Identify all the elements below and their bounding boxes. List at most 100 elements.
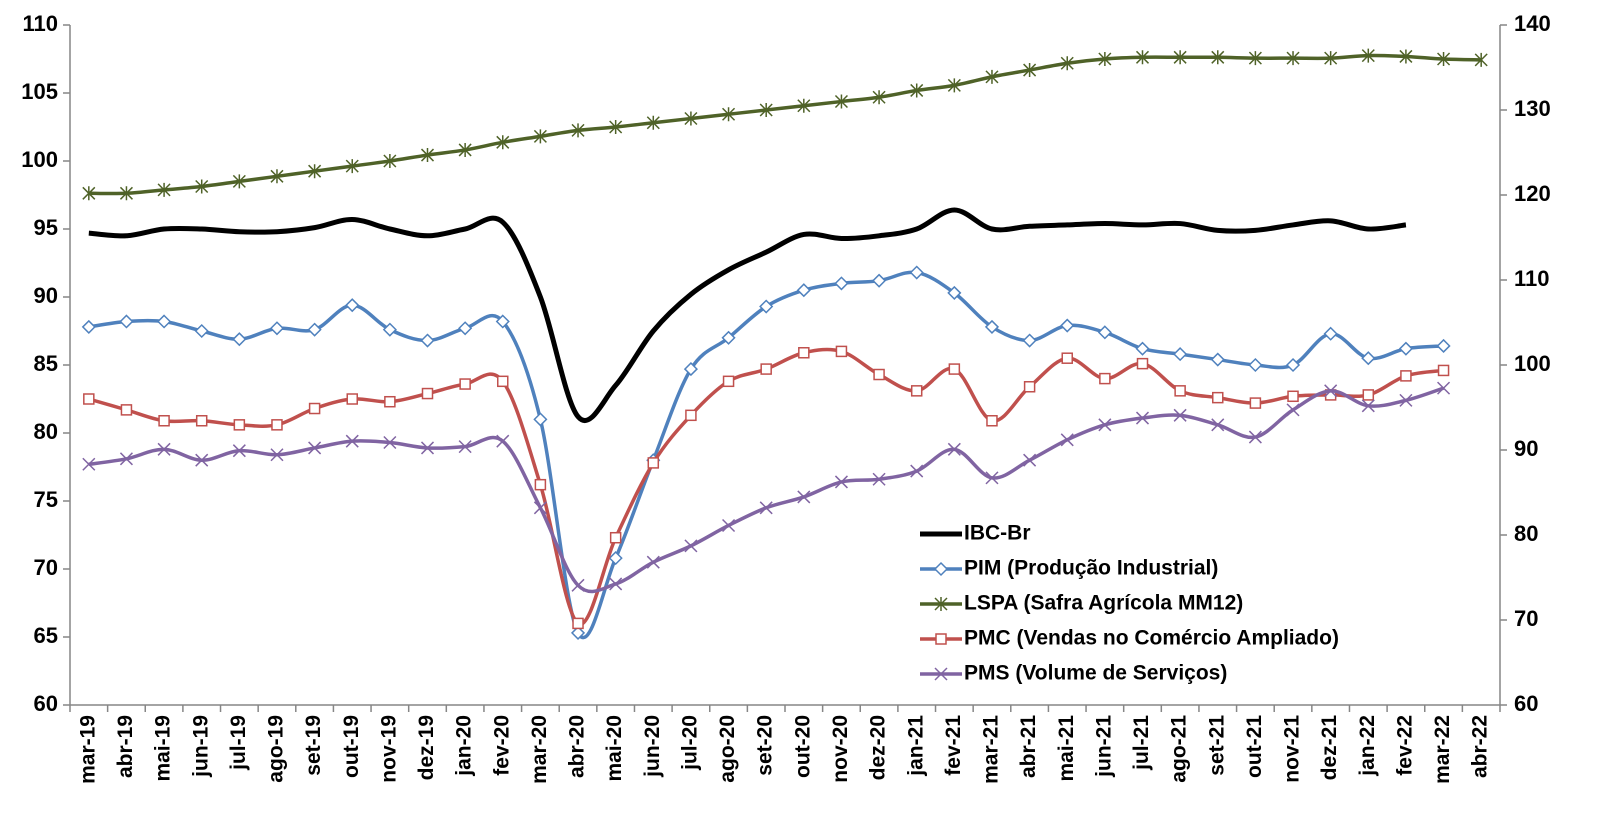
x-tick-label: dez-21 <box>1318 715 1341 781</box>
marker-shape <box>609 577 623 591</box>
marker <box>346 393 358 405</box>
y2-tick-label: 80 <box>1514 521 1538 546</box>
marker <box>308 441 322 455</box>
marker-shape <box>934 667 948 681</box>
marker <box>798 347 810 359</box>
marker-shape <box>571 123 585 138</box>
x-tick-label: set-20 <box>754 715 777 776</box>
x-tick-label: mai-19 <box>152 715 175 782</box>
marker <box>1023 453 1037 467</box>
marker-shape <box>646 115 660 130</box>
y2-tick-label: 60 <box>1514 691 1538 716</box>
marker <box>232 444 246 458</box>
marker <box>270 448 284 462</box>
marker-shape <box>458 321 473 336</box>
marker <box>910 385 923 397</box>
x-tick-label: mai-20 <box>603 715 626 782</box>
marker-shape <box>985 69 999 84</box>
marker-shape <box>1437 52 1451 66</box>
marker-shape <box>1098 418 1112 432</box>
marker <box>1285 357 1301 373</box>
x-tick-label: nov-19 <box>377 715 400 783</box>
y-tick-label: 65 <box>34 623 58 648</box>
marker-shape <box>759 501 773 515</box>
legend-label: IBC-Br <box>964 522 1031 545</box>
marker <box>722 107 736 122</box>
marker-shape <box>345 434 359 448</box>
marker <box>420 148 435 163</box>
marker <box>1474 52 1488 67</box>
marker <box>910 83 924 98</box>
marker-shape <box>1436 338 1451 354</box>
marker <box>534 478 547 491</box>
marker-shape <box>119 452 133 466</box>
marker-shape <box>533 501 547 515</box>
marker <box>571 123 585 138</box>
marker <box>1436 338 1451 354</box>
marker-shape <box>1099 372 1111 385</box>
marker <box>683 362 698 377</box>
legend-label: LSPA (Safra Agrícola MM12) <box>964 592 1243 615</box>
series-line <box>88 270 1444 640</box>
x-tick-label: nov-20 <box>829 715 852 783</box>
marker-shape <box>646 555 660 569</box>
marker-shape <box>1022 333 1037 348</box>
y2-tick-label: 100 <box>1514 351 1551 376</box>
marker-shape <box>722 518 736 533</box>
marker-shape <box>1287 390 1299 403</box>
marker <box>1097 325 1112 340</box>
marker-shape <box>308 402 321 415</box>
marker <box>1287 390 1299 403</box>
marker-shape <box>383 435 397 450</box>
y2-tick-label: 130 <box>1514 96 1551 121</box>
marker-shape <box>608 551 623 566</box>
marker-shape <box>157 182 171 197</box>
marker <box>721 330 736 345</box>
marker-shape <box>81 319 96 334</box>
marker-shape <box>1211 418 1225 432</box>
marker-shape <box>934 597 948 611</box>
marker <box>608 551 623 566</box>
marker <box>1400 370 1412 382</box>
x-tick-label: dez-20 <box>867 715 890 780</box>
marker-shape <box>1362 389 1375 401</box>
marker-shape <box>458 440 472 454</box>
marker-shape <box>496 434 510 448</box>
marker-shape <box>496 135 510 150</box>
marker-shape <box>933 561 949 577</box>
x-tick-label: fev-20 <box>490 715 513 776</box>
marker-shape <box>495 314 510 329</box>
x-tick-label: mar-21 <box>980 715 1003 784</box>
marker <box>270 169 284 184</box>
marker-shape <box>1098 52 1112 66</box>
marker-shape <box>684 111 698 126</box>
marker <box>609 577 623 591</box>
marker-shape <box>1323 326 1338 341</box>
marker-shape <box>308 164 322 179</box>
marker-shape <box>722 107 736 122</box>
marker-shape <box>1136 357 1149 370</box>
marker <box>233 419 246 431</box>
marker-shape <box>1060 318 1075 333</box>
series-line <box>88 347 1444 626</box>
marker-shape <box>382 322 397 337</box>
marker-shape <box>834 94 848 109</box>
marker <box>533 412 548 427</box>
x-tick-label: nov-21 <box>1281 715 1304 783</box>
marker-shape <box>1211 50 1225 65</box>
x-tick-label: ago-20 <box>716 715 739 783</box>
y-tick-label: 75 <box>34 487 58 512</box>
marker <box>1212 391 1224 404</box>
marker-shape <box>1212 391 1224 404</box>
x-tick-label: fev-21 <box>942 715 965 776</box>
marker <box>1361 48 1375 63</box>
marker <box>232 174 246 189</box>
marker <box>684 539 698 553</box>
marker-shape <box>158 415 170 427</box>
marker-shape <box>533 412 548 427</box>
marker <box>834 276 849 291</box>
marker-shape <box>873 368 885 381</box>
x-tick-label: jan-20 <box>453 715 476 777</box>
legend-label: PIM (Produção Industrial) <box>964 557 1218 580</box>
